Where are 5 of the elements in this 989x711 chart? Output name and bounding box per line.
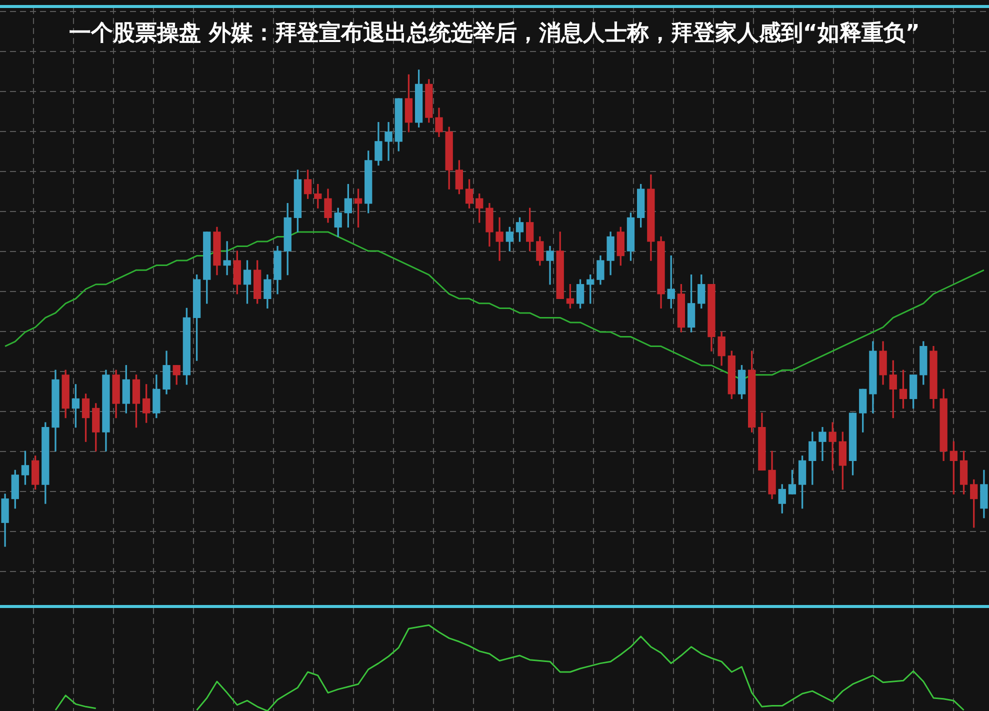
candlestick (384, 122, 392, 161)
chart-title: 一个股票操盘 外媒：拜登宣布退出总统选举后，消息人士称，拜登家人感到“如释重负” (69, 20, 920, 48)
candlestick (828, 422, 836, 471)
candlestick (496, 217, 504, 261)
candlestick (223, 241, 231, 276)
